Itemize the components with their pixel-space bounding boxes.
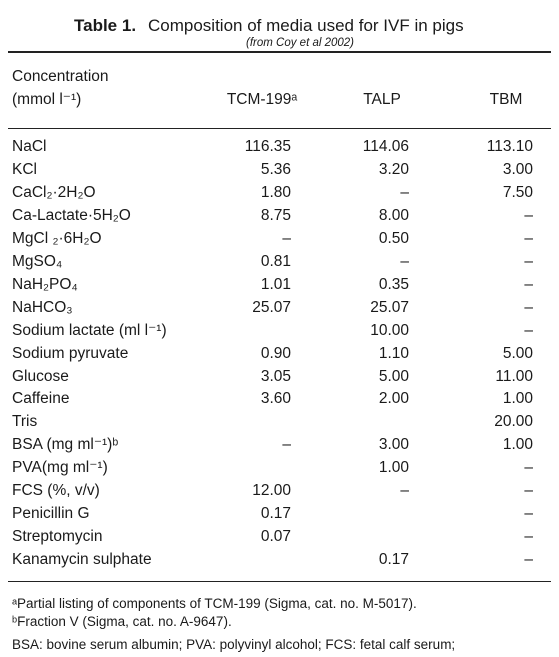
table-cell: – xyxy=(400,252,409,270)
row-label: Streptomycin xyxy=(12,528,103,546)
table-cell: – xyxy=(282,436,291,454)
table-cell: 5.00 xyxy=(502,344,533,362)
row-label: Tris xyxy=(12,413,38,431)
table-label: Table 1. xyxy=(74,16,137,35)
table-cell: 0.90 xyxy=(260,344,291,362)
table-cell: 3.20 xyxy=(378,160,409,178)
row-label: NaHCO₃ xyxy=(12,298,73,316)
row-label: Ca-Lactate·5H₂O xyxy=(12,206,131,224)
table-cell: 10.00 xyxy=(370,321,409,339)
column-header: Concentration xyxy=(12,68,109,85)
row-label: MgSO₄ xyxy=(12,252,63,270)
table-cell: – xyxy=(524,206,533,224)
row-label: CaCl₂·2H₂O xyxy=(12,183,96,201)
table-cell: 1.00 xyxy=(378,459,409,477)
row-label: MgCl ₂·6H₂O xyxy=(12,229,102,247)
table-cell: 1.10 xyxy=(378,344,409,362)
table-cell: – xyxy=(524,252,533,270)
table-cell: 0.35 xyxy=(378,275,409,293)
table-cell: 0.50 xyxy=(378,229,409,247)
table-cell: 1.00 xyxy=(502,390,533,408)
row-label: NaH₂PO₄ xyxy=(12,275,78,293)
row-label: Glucose xyxy=(12,367,69,385)
table-cell: – xyxy=(400,482,409,500)
header-rule xyxy=(8,128,551,129)
table-cell: 25.07 xyxy=(370,298,409,316)
bottom-rule xyxy=(8,581,551,582)
table-cell: – xyxy=(524,229,533,247)
table-cell: 0.17 xyxy=(378,551,409,569)
table-cell: 1.01 xyxy=(260,275,291,293)
row-label: KCl xyxy=(12,160,37,178)
table-cell: – xyxy=(524,298,533,316)
table-cell: – xyxy=(524,275,533,293)
table-source: (from Coy et al 2002) xyxy=(246,37,355,49)
top-rule xyxy=(8,51,551,53)
table-cell: 25.07 xyxy=(252,298,291,316)
column-header: TBM xyxy=(489,91,523,108)
table-cell: 0.07 xyxy=(260,528,291,546)
table-title: Composition of media used for IVF in pig… xyxy=(148,16,464,35)
footnote: ᵃPartial listing of components of TCM-19… xyxy=(12,596,417,611)
table-cell: 8.75 xyxy=(260,206,291,224)
table-cell: 8.00 xyxy=(378,206,409,224)
row-label: FCS (%, v/v) xyxy=(12,482,100,500)
table-cell: 3.00 xyxy=(502,160,533,178)
column-header: TALP xyxy=(363,91,401,108)
row-label: Kanamycin sulphate xyxy=(12,551,152,569)
column-header: TCM-199ᵃ xyxy=(226,91,298,108)
row-label: Penicillin G xyxy=(12,505,90,523)
table-cell: 1.00 xyxy=(502,436,533,454)
table-cell: 3.00 xyxy=(378,436,409,454)
table-cell: 1.80 xyxy=(260,183,291,201)
row-label: Caffeine xyxy=(12,390,70,408)
table-cell: 3.60 xyxy=(260,390,291,408)
row-label: BSA (mg ml⁻¹)ᵇ xyxy=(12,436,119,454)
table-cell: – xyxy=(524,482,533,500)
table-cell: 2.00 xyxy=(378,390,409,408)
row-label: Sodium pyruvate xyxy=(12,344,129,362)
table-cell: – xyxy=(524,551,533,569)
table-cell: 3.05 xyxy=(260,367,291,385)
table-cell: – xyxy=(282,229,291,247)
table-cell: 5.00 xyxy=(378,367,409,385)
table-cell: 114.06 xyxy=(362,138,409,155)
table-cell: – xyxy=(400,183,409,201)
table-cell: – xyxy=(524,528,533,546)
table-cell: 0.17 xyxy=(260,505,291,523)
table-cell: 11.00 xyxy=(495,367,533,385)
table-cell: 0.81 xyxy=(260,252,291,270)
table-cell: – xyxy=(524,459,533,477)
row-label: NaCl xyxy=(12,138,47,155)
row-label: Sodium lactate (ml l⁻¹) xyxy=(12,321,167,339)
table-cell: 12.00 xyxy=(252,482,291,500)
column-header: (mmol l⁻¹) xyxy=(12,91,82,108)
table-cell: 116.35 xyxy=(244,138,291,155)
footnote: BSA: bovine serum albumin; PVA: polyviny… xyxy=(12,637,456,652)
table-cell: – xyxy=(524,505,533,523)
table-cell: – xyxy=(524,321,533,339)
table-cell: 7.50 xyxy=(502,183,533,201)
table-cell: 20.00 xyxy=(494,413,533,431)
table-cell: 113.10 xyxy=(486,138,533,155)
row-label: PVA(mg ml⁻¹) xyxy=(12,459,108,477)
footnote: ᵇFraction V (Sigma, cat. no. A-9647). xyxy=(12,614,232,629)
table-cell: 5.36 xyxy=(260,160,291,178)
